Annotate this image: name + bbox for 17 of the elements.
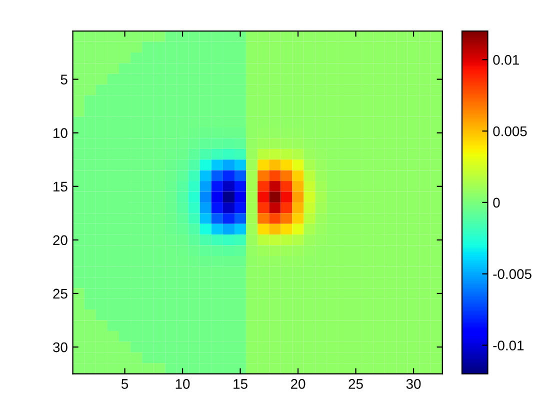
color-bar-label: -0.005 [493,269,532,280]
y-tick-label: 30 [53,342,68,352]
x-tick-label: 5 [121,379,128,389]
color-bar-label: 0.01 [493,54,519,65]
x-tick-label: 15 [234,379,248,389]
x-tick-label: 30 [406,379,421,389]
color-bar-label: 0.005 [493,126,527,136]
y-tick-label: 20 [53,235,68,246]
color-bar-label: 0 [493,198,500,208]
y-tick-label: 15 [54,182,68,192]
y-tick-label: 10 [54,128,68,138]
x-tick-label: 25 [348,379,363,389]
y-tick-label: 25 [53,288,68,299]
y-tick-label: 5 [60,74,68,84]
x-tick-label: 10 [176,379,190,389]
x-tick-label: 20 [291,379,306,389]
color-bar-label: -0.01 [493,340,524,350]
